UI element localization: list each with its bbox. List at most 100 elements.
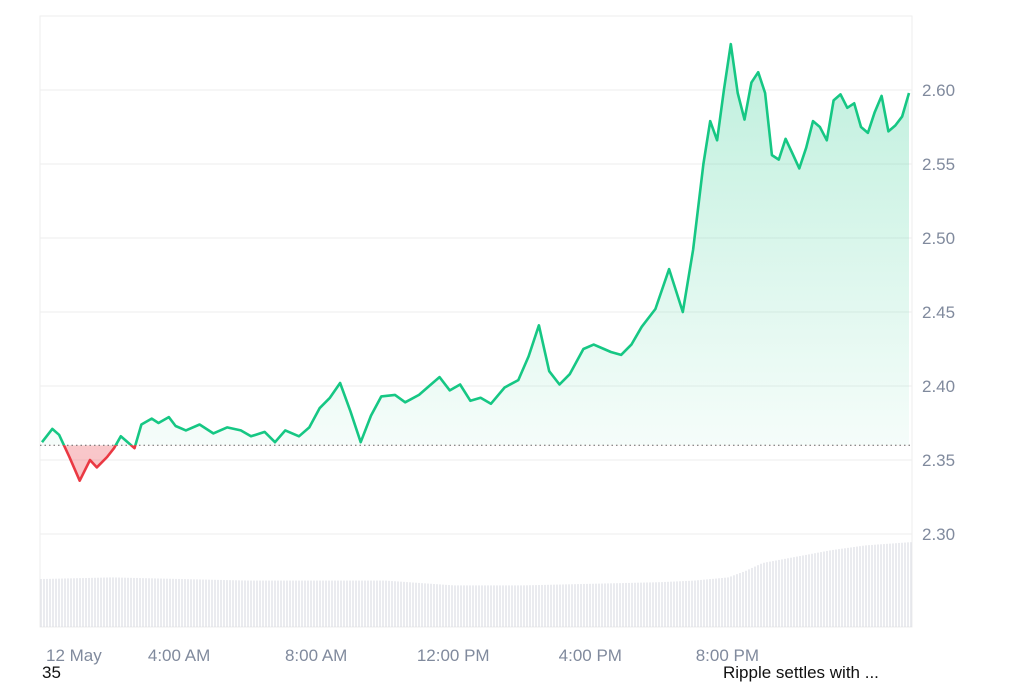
volume-bar	[694, 580, 696, 627]
volume-bar	[316, 580, 318, 627]
volume-bar	[367, 580, 369, 627]
volume-bar	[736, 574, 738, 627]
volume-bar	[544, 584, 546, 627]
volume-bar	[505, 585, 507, 627]
volume-bar	[724, 577, 726, 627]
volume-bar	[145, 578, 147, 627]
volume-bar	[88, 577, 90, 627]
volume-bar	[265, 580, 267, 627]
volume-bar	[115, 577, 117, 627]
volume-bar	[154, 578, 156, 627]
volume-bar	[526, 585, 528, 627]
volume-bar	[130, 577, 132, 627]
volume-bar	[715, 578, 717, 627]
volume-bar	[91, 577, 93, 627]
x-tick-label: 8:00 AM	[285, 646, 347, 665]
volume-bar	[172, 578, 174, 627]
y-tick-label: 2.50	[922, 229, 955, 248]
volume-bar	[583, 583, 585, 627]
volume-bar	[352, 580, 354, 627]
volume-bar	[727, 577, 729, 627]
volume-bar	[580, 584, 582, 627]
volume-bar	[799, 556, 801, 627]
volume-bar	[685, 580, 687, 627]
volume-bar	[613, 583, 615, 627]
volume-bar	[46, 578, 48, 627]
volume-bar	[205, 579, 207, 627]
volume-bar	[658, 582, 660, 627]
volume-bar	[100, 577, 102, 627]
volume-bar	[253, 580, 255, 627]
volume-bar	[904, 542, 906, 627]
volume-bar	[472, 585, 474, 627]
volume-bar	[676, 581, 678, 627]
volume-bar	[157, 578, 159, 627]
volume-bar	[469, 585, 471, 627]
volume-bar	[826, 550, 828, 627]
volume-bar	[208, 579, 210, 627]
volume-bar	[667, 581, 669, 627]
footer-left-text: 35	[42, 663, 61, 682]
volume-bar	[610, 583, 612, 627]
volume-bar	[598, 583, 600, 627]
volume-bar	[898, 542, 900, 627]
volume-bar	[586, 583, 588, 627]
volume-bar	[388, 580, 390, 627]
volume-bar	[139, 578, 141, 627]
volume-bar	[907, 542, 909, 627]
volume-bar	[463, 585, 465, 627]
volume-bar	[769, 561, 771, 627]
volume-bar	[823, 551, 825, 627]
volume-bar	[106, 577, 108, 627]
axis-layer: 2.30 2.35 2.40 2.45 2.50 2.55 2.60 12 May 4:00 A…	[46, 81, 955, 665]
volume-bar	[481, 585, 483, 627]
volume-bar	[781, 559, 783, 627]
volume-bar	[604, 583, 606, 627]
volume-bar	[94, 577, 96, 627]
volume-bar	[52, 578, 54, 627]
volume-bar	[160, 578, 162, 627]
volume-bar	[202, 579, 204, 627]
news-headline-link[interactable]: Ripple settles with ...	[723, 663, 879, 682]
volume-bar	[682, 581, 684, 627]
y-tick-label: 2.40	[922, 377, 955, 396]
volume-bar	[400, 581, 402, 627]
volume-bar	[895, 543, 897, 627]
volume-bar	[454, 585, 456, 627]
volume-bar	[166, 578, 168, 627]
volume-bar	[829, 550, 831, 627]
volume-bar	[619, 583, 621, 627]
volume-bar	[550, 584, 552, 627]
y-tick-label: 2.30	[922, 525, 955, 544]
volume-bar	[490, 585, 492, 627]
volume-bar	[295, 580, 297, 627]
volume-bar	[376, 580, 378, 627]
volume-bar	[112, 577, 114, 627]
volume-bar	[553, 584, 555, 627]
volume-bar	[196, 579, 198, 627]
volume-bar	[340, 580, 342, 627]
volume-bar	[868, 545, 870, 627]
volume-bar	[484, 585, 486, 627]
volume-bar	[835, 549, 837, 627]
volume-bar	[556, 584, 558, 627]
volume-bar	[787, 558, 789, 627]
volume-bar	[637, 582, 639, 627]
volume-bar	[649, 582, 651, 627]
x-tick-label: 4:00 PM	[559, 646, 622, 665]
volume-bar	[763, 562, 765, 627]
area-layer	[40, 44, 912, 481]
volume-bar	[802, 555, 804, 627]
volume-bar	[67, 578, 69, 627]
volume-bar	[301, 580, 303, 627]
volume-bar	[109, 577, 111, 627]
volume-bar	[430, 583, 432, 627]
volume-bar	[886, 543, 888, 627]
volume-bar	[277, 580, 279, 627]
volume-bar	[496, 585, 498, 627]
volume-bar	[364, 580, 366, 627]
volume-bar	[697, 580, 699, 627]
volume-bar	[319, 580, 321, 627]
